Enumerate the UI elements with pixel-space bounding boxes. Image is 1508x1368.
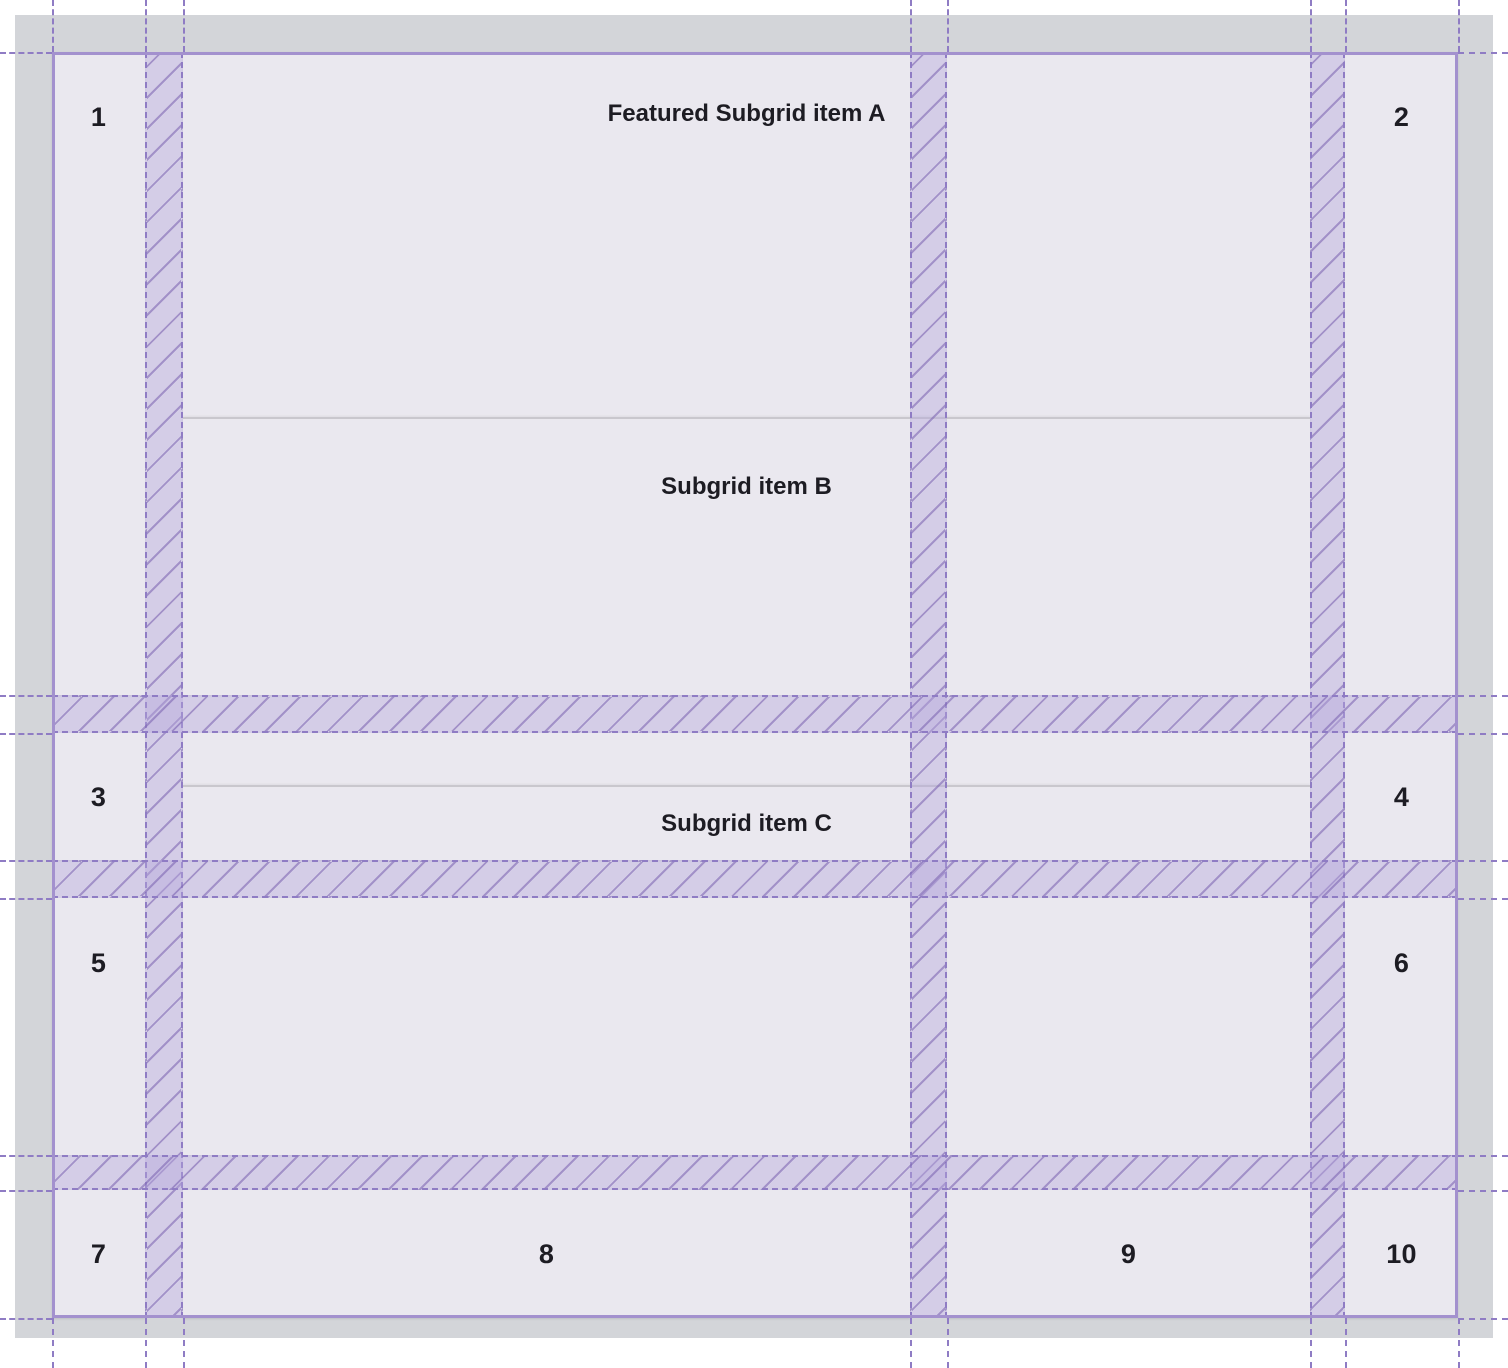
grid-line-extension-horizontal: [1458, 898, 1508, 900]
grid-container-edge-extension: [52, 1318, 54, 1368]
grid-line-extension-vertical: [1310, 1318, 1312, 1368]
grid-line-extension-horizontal: [1458, 1190, 1508, 1192]
grid-cell-number: 8: [538, 1239, 555, 1269]
grid-cell-area: [947, 52, 1310, 695]
grid-cell-number: 3: [90, 782, 107, 812]
grid-line-extension-horizontal: [0, 1155, 52, 1157]
grid-line-extension-vertical: [145, 1318, 147, 1368]
grid-cell-7: 7: [52, 1190, 145, 1318]
grid-line-extension-horizontal: [0, 733, 52, 735]
grid-line-extension-vertical: [145, 0, 147, 52]
grid-column-gap: [910, 52, 947, 1318]
grid-container-edge-extension: [1458, 1318, 1460, 1368]
grid-cell-number: 6: [1393, 948, 1410, 978]
grid-cell-number: 4: [1393, 782, 1410, 812]
grid-cell-area: [183, 733, 910, 860]
grid-line-extension-vertical: [910, 1318, 912, 1368]
grid-container-edge-extension: [0, 1318, 52, 1320]
grid-line-extension-vertical: [947, 0, 949, 52]
grid-row-gap: [52, 1155, 1458, 1190]
grid-cell-area: [183, 52, 910, 695]
grid-line-extension-horizontal: [1458, 695, 1508, 697]
grid-cell-number: 2: [1393, 102, 1410, 132]
grid-line-extension-vertical: [947, 1318, 949, 1368]
grid-cell-8: 8: [183, 1190, 910, 1318]
grid-line-extension-horizontal: [0, 1190, 52, 1192]
grid-column-gap: [1310, 52, 1345, 1318]
subgrid-item-label: Featured Subgrid item A: [607, 100, 886, 127]
grid-line-extension-horizontal: [0, 695, 52, 697]
grid-line-extension-horizontal: [1458, 860, 1508, 862]
grid-row-gap: [52, 695, 1458, 733]
grid-container-edge-extension: [0, 52, 52, 54]
grid-line-extension-vertical: [1310, 0, 1312, 52]
grid-line-extension-vertical: [910, 0, 912, 52]
grid-cell-9: 9: [947, 1190, 1310, 1318]
subgrid-separator-line: [183, 785, 1310, 787]
grid-column-gap: [145, 52, 183, 1318]
grid-line-extension-vertical: [183, 0, 185, 52]
subgrid-item-label: Subgrid item B: [661, 473, 832, 500]
grid-line-extension-horizontal: [1458, 1155, 1508, 1157]
grid-cell-number: 9: [1120, 1239, 1137, 1269]
grid-cell-number: 5: [90, 948, 107, 978]
subgrid-separator-line: [183, 417, 1310, 419]
grid-line-extension-horizontal: [1458, 733, 1508, 735]
grid-cell-5: 5: [52, 898, 145, 1155]
grid-cell-1: 1: [52, 52, 145, 695]
grid-cell-2: 2: [1345, 52, 1458, 695]
grid-cell-6: 6: [1345, 898, 1458, 1155]
grid-line-extension-vertical: [1345, 1318, 1347, 1368]
subgrid-item-label: Subgrid item C: [661, 810, 832, 837]
grid-cell-10: 10: [1345, 1190, 1458, 1318]
grid-cell-3: 3: [52, 733, 145, 860]
grid-row-gap: [52, 860, 1458, 898]
grid-container-edge-extension: [1458, 0, 1460, 52]
grid-cell-area: [947, 898, 1310, 1155]
grid-container-edge-extension: [52, 0, 54, 52]
grid-cell-number: 10: [1386, 1239, 1417, 1269]
grid-cell-area: [947, 733, 1310, 860]
grid-line-extension-vertical: [183, 1318, 185, 1368]
grid-container-edge-extension: [1458, 1318, 1508, 1320]
grid-cell-number: 7: [90, 1239, 107, 1269]
grid-cell-number: 1: [90, 102, 107, 132]
grid-line-extension-vertical: [1345, 0, 1347, 52]
grid-cell-area: [183, 898, 910, 1155]
grid-line-extension-horizontal: [0, 898, 52, 900]
grid-cell-4: 4: [1345, 733, 1458, 860]
grid-container-edge-extension: [1458, 52, 1508, 54]
grid-line-extension-horizontal: [0, 860, 52, 862]
